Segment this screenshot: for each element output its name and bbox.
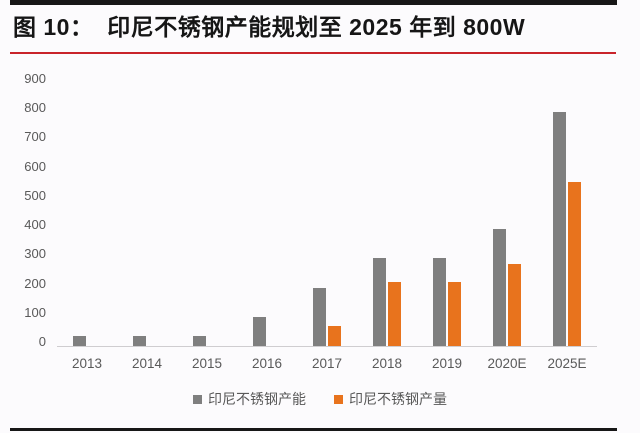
x-tick-label: 2015 bbox=[191, 356, 223, 371]
y-tick-label: 600 bbox=[24, 159, 46, 174]
x-tick-label: 2016 bbox=[251, 356, 283, 371]
x-tick-label: 2019 bbox=[431, 356, 463, 371]
y-tick-label: 900 bbox=[24, 71, 46, 86]
bar-series1-2018 bbox=[388, 282, 401, 346]
x-tick-label: 2020E bbox=[487, 356, 527, 371]
bar-series0-2018 bbox=[373, 258, 386, 346]
bar-series1-2025E bbox=[568, 182, 581, 346]
legend-label: 印尼不锈钢产能 bbox=[208, 391, 306, 407]
bar-series0-2020E bbox=[493, 229, 506, 346]
y-tick-label: 300 bbox=[24, 246, 46, 261]
bar-series0-2015 bbox=[193, 336, 206, 346]
y-tick-label: 800 bbox=[24, 100, 46, 115]
bar-series0-2017 bbox=[313, 288, 326, 346]
bar-series0-2013 bbox=[73, 336, 86, 346]
y-tick-label: 100 bbox=[24, 305, 46, 320]
bar-series0-2014 bbox=[133, 336, 146, 346]
x-axis-line bbox=[57, 346, 597, 347]
bar-series0-2025E bbox=[553, 112, 566, 346]
legend-label: 印尼不锈钢产量 bbox=[349, 391, 447, 407]
x-tick-label: 2018 bbox=[371, 356, 403, 371]
y-tick-label: 700 bbox=[24, 129, 46, 144]
bar-series1-2017 bbox=[328, 326, 341, 346]
legend-item-series1: 印尼不锈钢产量 bbox=[334, 389, 447, 409]
title-underline bbox=[10, 52, 616, 54]
y-tick-label: 0 bbox=[38, 334, 46, 349]
top-divider-rule bbox=[10, 0, 617, 5]
x-tick-label: 2025E bbox=[547, 356, 587, 371]
bar-series1-2019 bbox=[448, 282, 461, 346]
x-tick-label: 2014 bbox=[131, 356, 163, 371]
x-tick-label: 2013 bbox=[71, 356, 103, 371]
bar-series1-2020E bbox=[508, 264, 521, 346]
x-tick-label: 2017 bbox=[311, 356, 343, 371]
legend-swatch-icon bbox=[193, 394, 202, 404]
bar-series0-2019 bbox=[433, 258, 446, 346]
legend-item-series0: 印尼不锈钢产能 bbox=[193, 389, 306, 409]
bar-series0-2016 bbox=[253, 317, 266, 346]
y-tick-label: 400 bbox=[24, 217, 46, 232]
legend-swatch-icon bbox=[334, 394, 343, 404]
y-tick-label: 200 bbox=[24, 276, 46, 291]
y-tick-label: 500 bbox=[24, 188, 46, 203]
figure-title: 图 10： 印尼不锈钢产能规划至 2025 年到 800W bbox=[13, 14, 526, 40]
chart-legend: 印尼不锈钢产能 印尼不锈钢产量 bbox=[0, 390, 640, 408]
bottom-divider-rule bbox=[10, 428, 617, 431]
